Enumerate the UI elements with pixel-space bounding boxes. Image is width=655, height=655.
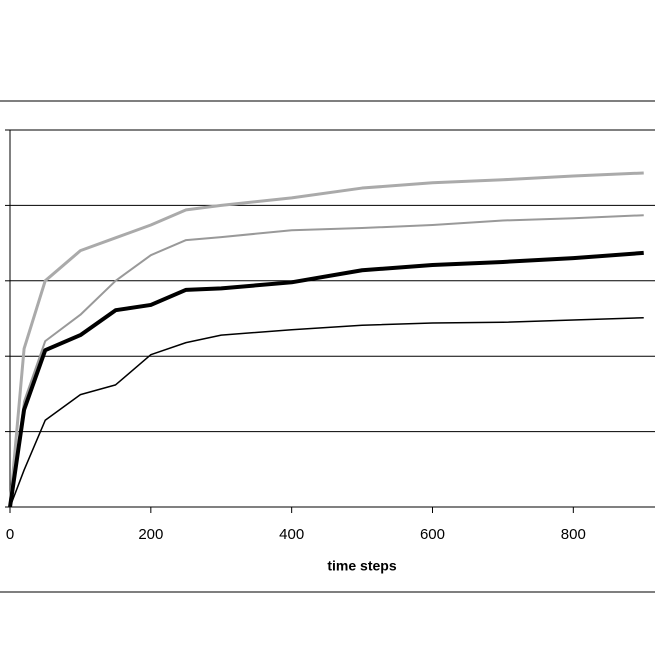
series-line: [8, 171, 644, 508]
series-line: [9, 214, 644, 508]
x-tick-label: 0: [6, 526, 14, 543]
x-tick-label: 600: [420, 526, 445, 543]
x-tick-label: 200: [138, 526, 163, 543]
x-axis-label: time steps: [327, 558, 396, 574]
series-line: [8, 250, 644, 508]
x-tick-label: 800: [561, 526, 586, 543]
x-tick-label: 400: [279, 526, 304, 543]
series-line: [9, 316, 644, 508]
